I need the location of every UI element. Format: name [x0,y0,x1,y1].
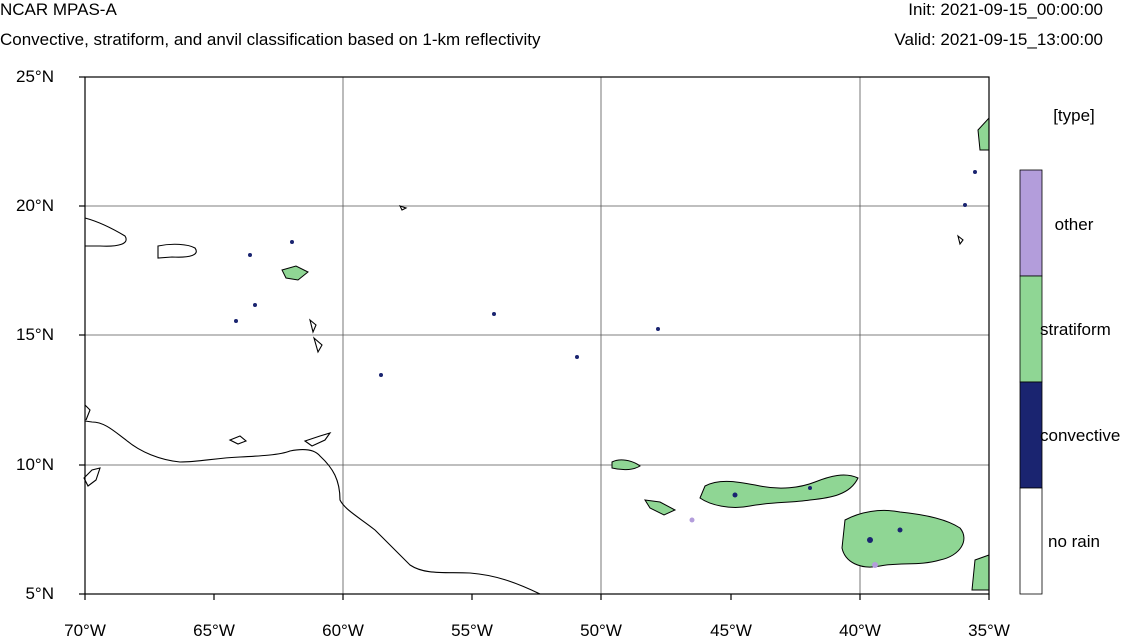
lon-label-45w: 45°W [710,621,752,640]
lat-label-10n: 10°N [16,455,54,474]
legend-label-no-rain: no rain [1048,532,1100,551]
map-subtitle: Convective, stratiform, and anvil classi… [0,30,541,49]
lat-label-15n: 15°N [16,325,54,344]
lon-label-65w: 65°W [193,621,235,640]
lat-label-20n: 20°N [16,196,54,215]
coastline [83,205,964,595]
legend-label-stratiform: stratiform [1040,320,1111,339]
legend-swatch-convective [1019,381,1043,489]
lon-label-55w: 55°W [451,621,493,640]
legend-label-convective: convective [1040,426,1121,445]
legend-swatch-no-rain [1019,487,1043,595]
map-title: NCAR MPAS-A [0,0,117,19]
graticule [85,77,989,594]
lat-label-25n: 25°N [16,67,54,86]
lon-label-50w: 50°W [580,621,622,640]
precip-cells [234,116,990,591]
valid-time: Valid: 2021-09-15_13:00:00 [894,30,1103,49]
lon-label-35w: 35°W [968,621,1010,640]
lon-label-40w: 40°W [839,621,881,640]
legend-swatch-stratiform [1019,275,1043,383]
legend-label-other: other [1054,215,1094,234]
legend-swatch-other [1019,169,1043,277]
legend-colorbar [1019,169,1043,595]
lon-label-70w: 70°W [64,621,106,640]
legend-title: [type] [1053,106,1095,125]
lat-label-5n: 5°N [25,584,54,603]
axis-ticks [79,76,990,600]
init-time: Init: 2021-09-15_00:00:00 [908,0,1103,19]
lon-label-60w: 60°W [322,621,364,640]
